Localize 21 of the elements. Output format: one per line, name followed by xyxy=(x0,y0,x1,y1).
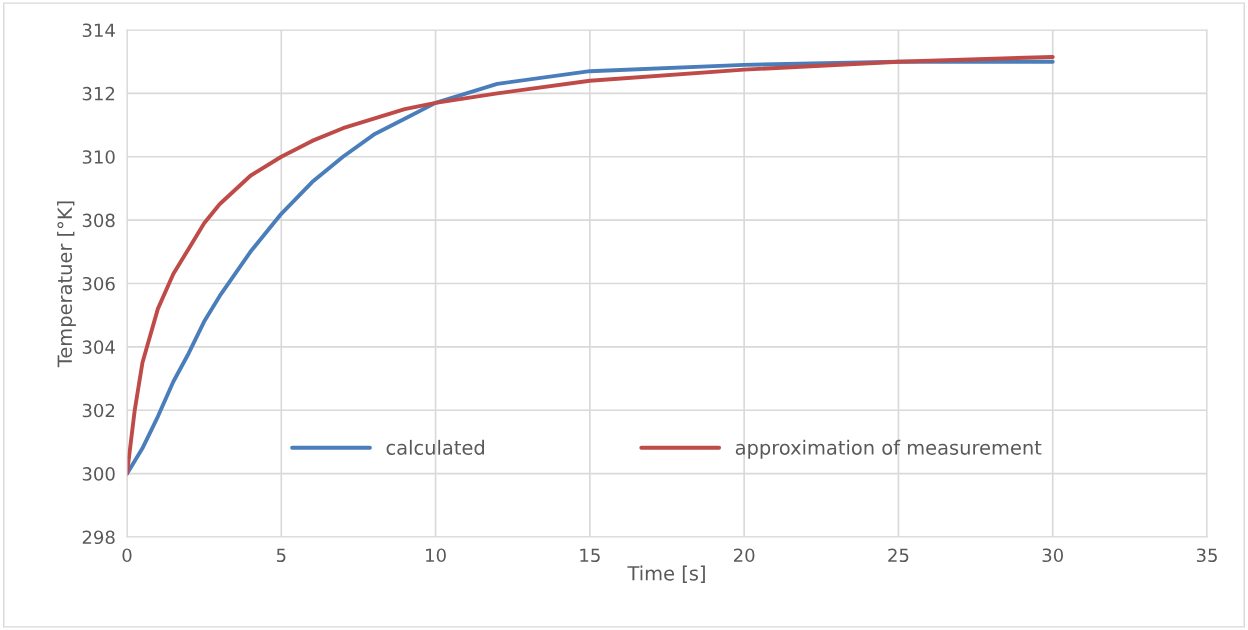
y-tick-label: 314 xyxy=(82,23,115,38)
y-tick-label: 304 xyxy=(82,340,115,354)
x-tick-label: 0 xyxy=(122,548,132,563)
x-tick-label: 5 xyxy=(276,548,286,563)
x-tick-label: 15 xyxy=(580,548,600,563)
x-tick-label: 35 xyxy=(1196,548,1217,563)
legend-label: calculated xyxy=(386,439,484,455)
y-tick-label: 312 xyxy=(82,86,115,101)
y-tick-label: 308 xyxy=(82,213,115,228)
y-tick-label: 302 xyxy=(82,403,115,418)
x-tick-label: 25 xyxy=(888,548,909,563)
x-tick-label: 10 xyxy=(426,548,446,563)
x-tick-label: 20 xyxy=(733,548,755,563)
x-tick-label: 30 xyxy=(1042,548,1063,563)
y-tick-label: 298 xyxy=(82,530,115,545)
y-tick-label: 300 xyxy=(82,467,115,481)
legend-label: approximation of measurement xyxy=(735,439,1042,459)
y-tick-label: 310 xyxy=(82,150,115,164)
x-axis-title: Time [s] xyxy=(627,565,705,583)
y-tick-label: 306 xyxy=(82,276,115,291)
y-axis-title: Temperatuer [°K] xyxy=(57,201,76,368)
